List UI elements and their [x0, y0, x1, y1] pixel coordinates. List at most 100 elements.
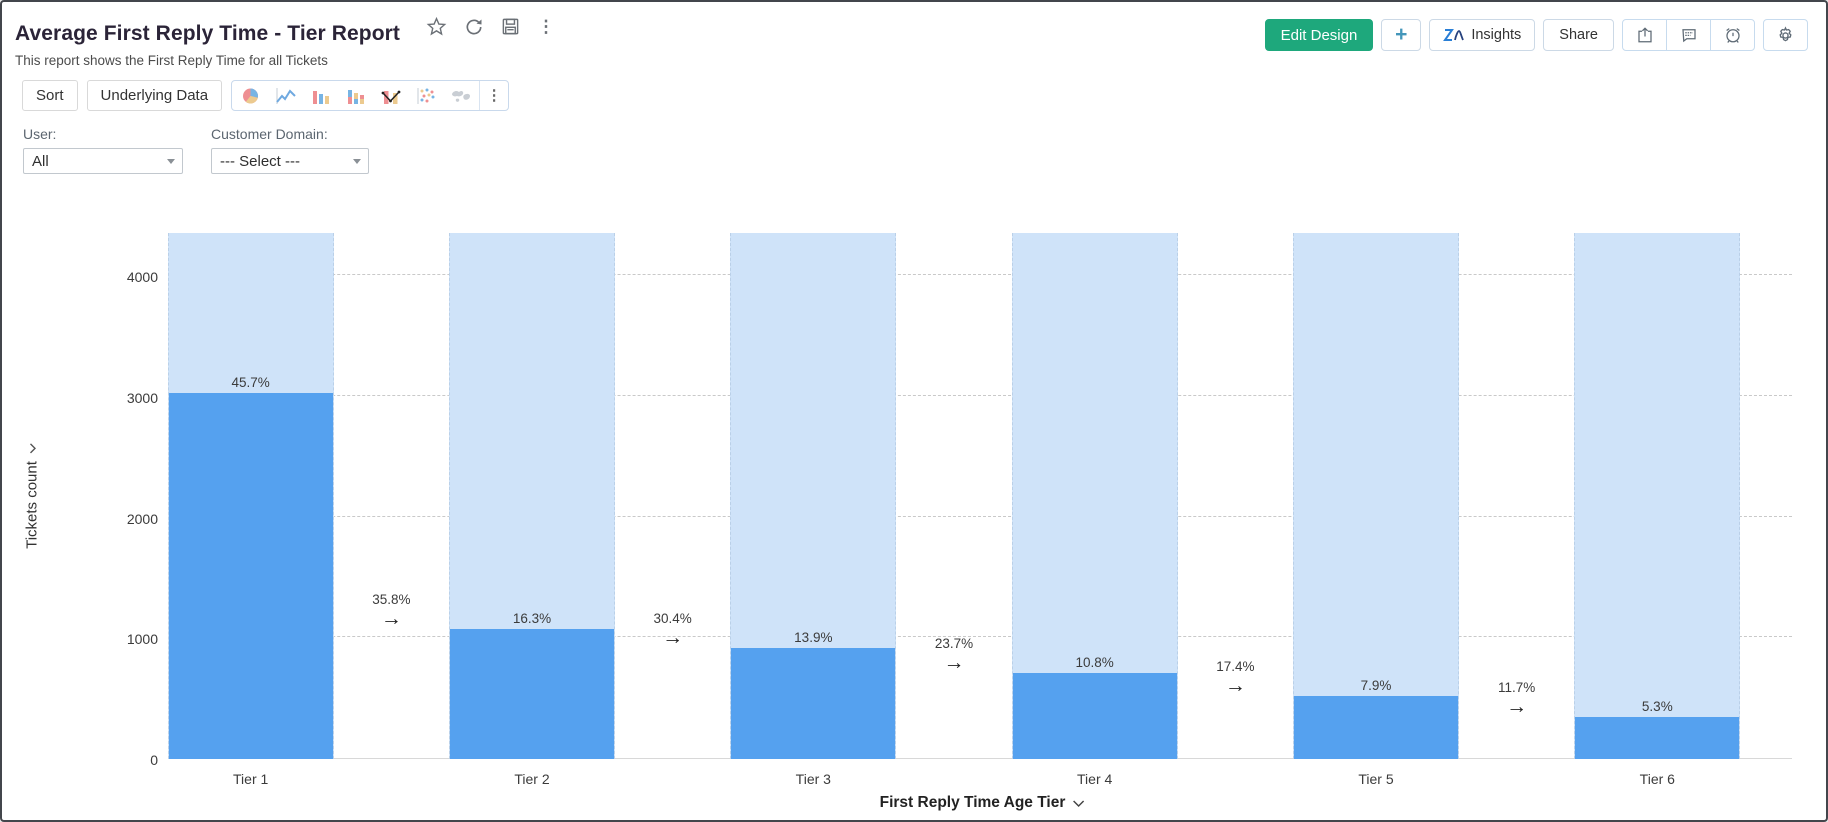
transition-percentage: 30.4%	[653, 611, 692, 626]
background-total-bar[interactable]	[1292, 233, 1459, 759]
add-button[interactable]: +	[1381, 19, 1422, 51]
chart-type-switcher: ⋮	[231, 80, 510, 111]
x-axis-title[interactable]: First Reply Time Age Tier	[880, 794, 1085, 812]
save-icon[interactable]	[501, 17, 520, 36]
y-axis-tick-label: 0	[150, 752, 158, 768]
insights-label: Insights	[1471, 27, 1522, 43]
chart-column: 45.7% Tier 1	[110, 233, 391, 787]
right-arrow-icon: →	[1506, 694, 1528, 718]
line-chart-icon[interactable]	[268, 82, 303, 109]
more-vertical-icon[interactable]: ⋮	[537, 16, 555, 36]
chart-column: 13.9% Tier 3	[673, 233, 954, 787]
share-button[interactable]: Share	[1543, 19, 1614, 51]
alarm-clock-icon	[1724, 26, 1742, 44]
transition-label: 17.4% →	[1180, 658, 1290, 697]
bar-percentage-label: 5.3%	[1641, 698, 1673, 714]
x-axis-category-label: Tier 1	[233, 771, 269, 787]
right-arrow-icon: →	[943, 650, 965, 674]
value-bar[interactable]	[1293, 695, 1458, 759]
value-bar[interactable]	[1575, 716, 1740, 759]
filter-user-value: All	[32, 152, 49, 170]
right-arrow-icon: →	[1224, 673, 1246, 697]
comment-button[interactable]	[1666, 19, 1711, 51]
filter-user-label: User:	[23, 126, 57, 142]
bars-layer: 45.7% Tier 1 16.3% Tier 2 13.9% Tier 3 10.8% Ti…	[110, 233, 1798, 787]
export-button[interactable]	[1622, 19, 1667, 51]
underlying-data-button[interactable]: Underlying Data	[86, 80, 223, 111]
chevron-down-icon	[30, 443, 37, 454]
transition-percentage: 17.4%	[1216, 658, 1255, 674]
right-arrow-icon: →	[380, 606, 402, 630]
page-title: Average First Reply Time - Tier Report	[15, 22, 401, 45]
chevron-down-icon	[167, 159, 175, 164]
plot-area	[172, 233, 1792, 759]
gridline	[172, 636, 1792, 638]
background-total-bar[interactable]	[1011, 233, 1178, 759]
scatter-chart-icon[interactable]	[408, 82, 443, 109]
divider	[479, 81, 481, 110]
x-axis-category-label: Tier 4	[1077, 771, 1113, 787]
chevron-down-icon	[1072, 800, 1084, 808]
y-axis-tick-label: 2000	[126, 510, 158, 527]
y-axis-ticks: 0 1000 2000 3000 4000	[86, 233, 158, 768]
background-total-bar[interactable]	[1574, 233, 1741, 759]
page-subtitle: This report shows the First Reply Time f…	[15, 53, 328, 68]
transition-label: 30.4% →	[618, 610, 728, 649]
x-axis-category-label: Tier 3	[795, 771, 831, 787]
transition-label: 11.7% →	[1462, 679, 1572, 718]
chart-column: 5.3% Tier 6	[1517, 233, 1798, 787]
gridline	[172, 395, 1792, 397]
background-total-bar[interactable]	[730, 233, 897, 759]
chart-column: 10.8% Tier 4	[954, 233, 1235, 787]
settings-button[interactable]	[1763, 19, 1808, 51]
zia-insights-icon	[1443, 27, 1465, 44]
reminder-button[interactable]	[1710, 19, 1755, 51]
background-total-bar[interactable]	[448, 233, 615, 759]
transition-label: 35.8% →	[336, 591, 446, 630]
transition-percentage: 11.7%	[1498, 679, 1536, 695]
right-arrow-icon: →	[662, 626, 684, 649]
value-bar[interactable]	[449, 628, 614, 759]
transition-percentage: 35.8%	[372, 591, 411, 607]
chart-column: 7.9% Tier 5	[1235, 233, 1516, 787]
bar-percentage-label: 10.8%	[1075, 654, 1114, 670]
y-axis-tick-label: 3000	[126, 390, 158, 407]
filter-user-select[interactable]: All	[23, 148, 183, 174]
more-chart-types-icon[interactable]: ⋮	[486, 87, 502, 104]
y-axis-tick-label: 1000	[126, 631, 158, 648]
filter-customer-domain-select[interactable]: --- Select ---	[211, 148, 369, 174]
value-bar[interactable]	[168, 393, 333, 759]
bar-percentage-label: 45.7%	[231, 375, 270, 391]
refresh-icon[interactable]	[464, 17, 484, 37]
gridline	[172, 515, 1792, 517]
filter-user: User: All	[23, 126, 183, 174]
background-total-bar[interactable]	[167, 233, 334, 759]
insights-button[interactable]: Insights	[1429, 19, 1536, 51]
filter-customer-domain: Customer Domain: --- Select ---	[211, 126, 369, 174]
chart: Tickets count 0 1000 2000 3000 4000 45.7% Tie…	[2, 200, 1826, 820]
x-axis-category-label: Tier 6	[1639, 771, 1675, 787]
stacked-bar-chart-icon[interactable]	[338, 82, 373, 109]
gear-icon	[1776, 25, 1795, 45]
value-bar[interactable]	[1012, 672, 1177, 759]
y-axis-title-label: Tickets count	[23, 461, 41, 549]
bar-percentage-label: 16.3%	[512, 610, 552, 626]
bar-chart-icon[interactable]	[303, 82, 338, 109]
edit-design-button[interactable]: Edit Design	[1264, 19, 1374, 51]
y-axis-tick-label: 4000	[126, 269, 158, 286]
x-axis-category-label: Tier 5	[1358, 771, 1394, 787]
transition-label: 23.7% →	[899, 635, 1009, 674]
bar-percentage-label: 13.9%	[794, 630, 833, 646]
bar-line-combo-chart-icon[interactable]	[373, 82, 408, 109]
sort-button[interactable]: Sort	[22, 80, 78, 111]
transition-percentage: 23.7%	[934, 635, 974, 651]
pie-chart-icon[interactable]	[233, 82, 268, 109]
chart-column: 16.3% Tier 2	[391, 233, 672, 787]
export-icon	[1636, 26, 1654, 44]
favorite-star-icon[interactable]	[426, 16, 447, 37]
y-axis-title[interactable]: Tickets count	[24, 443, 41, 549]
map-chart-icon[interactable]	[443, 82, 478, 109]
value-bar[interactable]	[731, 648, 896, 759]
comment-icon	[1680, 26, 1698, 44]
